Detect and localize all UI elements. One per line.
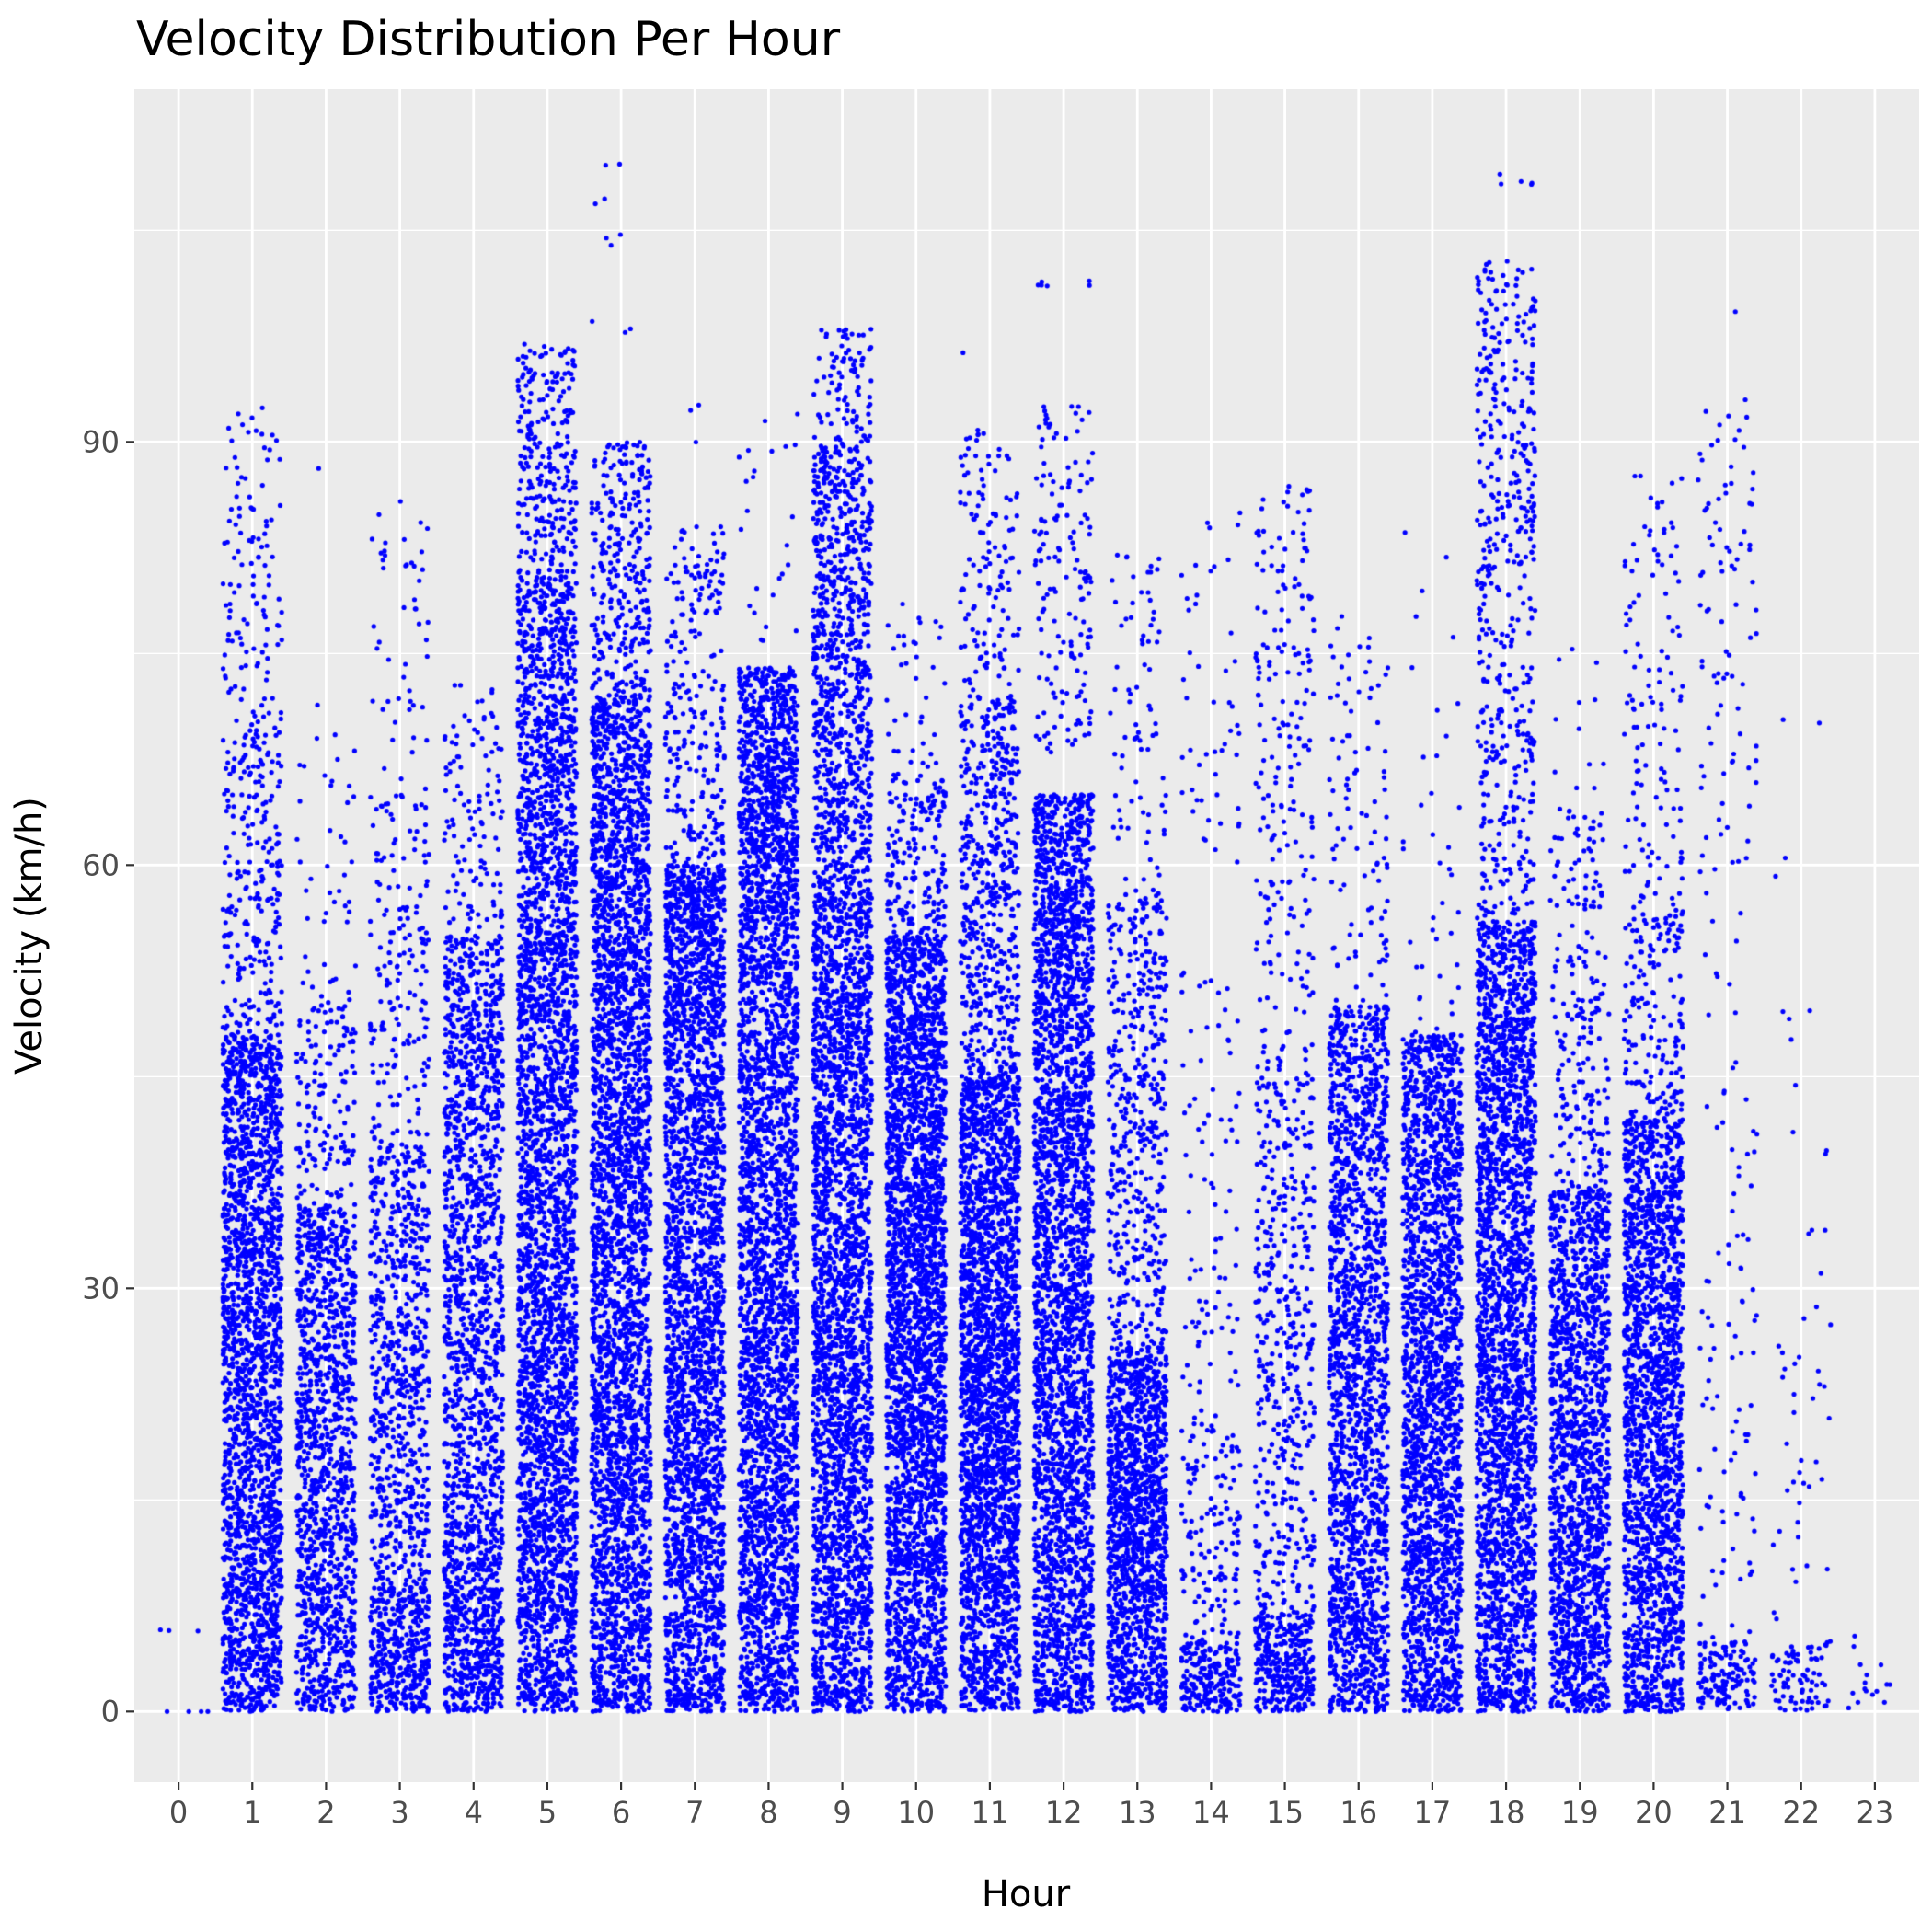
x-tick-label: 13: [1119, 1795, 1156, 1830]
y-tick-label: 0: [101, 1694, 120, 1729]
y-tick-label: 30: [82, 1271, 120, 1305]
data-points: [134, 89, 1919, 1782]
x-tick-label: 4: [465, 1795, 483, 1830]
x-tick-label: 9: [833, 1795, 851, 1830]
x-tick-label: 7: [685, 1795, 704, 1830]
x-tick-label: 2: [316, 1795, 335, 1830]
chart-title: Velocity Distribution Per Hour: [136, 12, 841, 67]
x-tick-label: 20: [1635, 1795, 1673, 1830]
y-tick-label: 90: [82, 424, 120, 459]
y-axis-title: Velocity (km/h): [8, 797, 51, 1075]
x-tick-label: 22: [1782, 1795, 1820, 1830]
x-tick-label: 8: [759, 1795, 777, 1830]
x-tick-label: 5: [538, 1795, 557, 1830]
x-tick-label: 0: [169, 1795, 188, 1830]
x-tick-label: 11: [972, 1795, 1009, 1830]
x-axis-title: Hour: [982, 1873, 1071, 1915]
x-tick-label: 3: [390, 1795, 408, 1830]
x-tick-label: 14: [1192, 1795, 1230, 1830]
point-cloud: [134, 89, 1919, 1782]
x-tick-label: 16: [1340, 1795, 1377, 1830]
x-tick-label: 23: [1857, 1795, 1894, 1830]
x-tick-label: 12: [1045, 1795, 1083, 1830]
x-tick-label: 19: [1561, 1795, 1599, 1830]
x-tick-label: 10: [897, 1795, 935, 1830]
x-tick-label: 21: [1708, 1795, 1746, 1830]
x-tick-label: 6: [612, 1795, 630, 1830]
x-tick-label: 15: [1266, 1795, 1304, 1830]
x-tick-label: 18: [1488, 1795, 1525, 1830]
x-tick-label: 1: [243, 1795, 261, 1830]
y-tick-label: 60: [82, 847, 120, 882]
x-tick-label: 17: [1414, 1795, 1452, 1830]
